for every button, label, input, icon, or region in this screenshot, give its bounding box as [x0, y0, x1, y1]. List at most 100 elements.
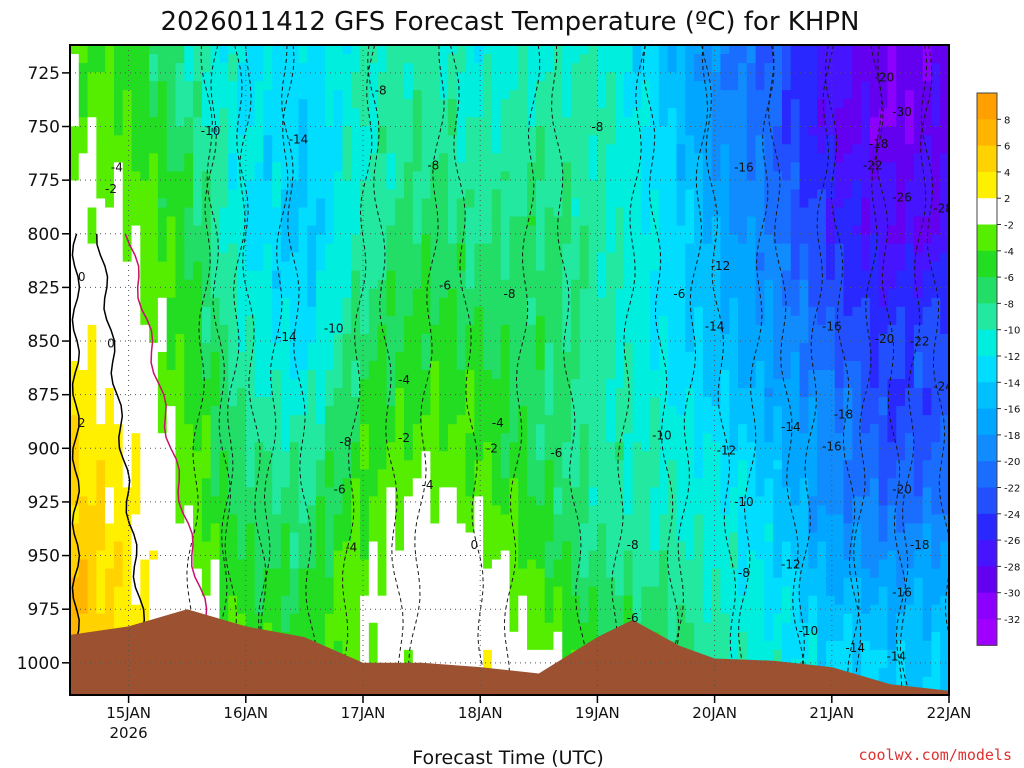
field-cell — [658, 198, 669, 209]
field-cell — [500, 532, 511, 543]
field-cell — [166, 360, 177, 371]
field-cell — [518, 622, 528, 633]
field-cell — [96, 315, 106, 326]
field-cell — [307, 162, 317, 172]
field-cell — [237, 171, 247, 182]
field-cell — [377, 370, 388, 380]
field-cell — [184, 288, 194, 299]
field-cell — [544, 631, 555, 642]
field-cell — [377, 640, 388, 651]
field-cell — [210, 324, 221, 335]
field-cell — [623, 514, 634, 525]
field-cell — [676, 288, 686, 299]
field-cell — [571, 622, 581, 633]
field-cell — [131, 397, 141, 407]
field-cell — [483, 171, 493, 182]
field-cell — [439, 487, 449, 497]
field-cell — [430, 442, 440, 452]
field-cell — [500, 586, 511, 597]
field-cell — [78, 279, 89, 290]
field-cell — [324, 622, 335, 633]
field-cell — [571, 568, 581, 579]
field-cell — [571, 496, 581, 507]
field-cell — [421, 333, 431, 344]
field-cell — [500, 442, 511, 452]
field-cell — [509, 243, 519, 254]
field-cell — [658, 514, 669, 525]
field-cell — [518, 397, 528, 407]
field-cell — [571, 153, 581, 163]
field-cell — [650, 207, 660, 218]
field-cell — [447, 252, 458, 263]
field-cell — [219, 153, 229, 163]
field-cell — [113, 243, 124, 254]
field-cell — [465, 99, 475, 109]
field-cell — [210, 424, 221, 434]
field-cell — [289, 81, 300, 91]
field-cell — [140, 351, 150, 362]
field-cell — [307, 424, 317, 434]
field-cell — [175, 505, 185, 516]
field-cell — [562, 315, 572, 326]
field-cell — [360, 297, 370, 308]
field-cell — [650, 189, 660, 200]
field-cell — [544, 469, 555, 479]
field-cell — [447, 613, 458, 624]
field-cell — [140, 153, 150, 163]
field-cell — [650, 586, 660, 597]
field-cell — [597, 162, 607, 172]
field-cell — [553, 360, 563, 371]
field-cell — [641, 270, 651, 281]
field-cell — [105, 45, 115, 55]
field-cell — [483, 388, 493, 398]
field-cell — [368, 153, 379, 163]
field-cell — [280, 514, 291, 525]
field-cell — [527, 90, 537, 100]
field-cell — [412, 496, 423, 507]
field-cell — [465, 207, 475, 218]
field-cell — [676, 45, 686, 55]
field-cell — [219, 351, 229, 362]
field-cell — [263, 613, 273, 624]
field-cell — [606, 171, 616, 182]
field-cell — [122, 162, 133, 172]
field-cell — [650, 433, 660, 443]
field-cell — [131, 216, 141, 227]
field-cell — [562, 415, 572, 425]
field-cell — [553, 424, 563, 434]
field-cell — [553, 153, 563, 163]
field-cell — [122, 550, 133, 561]
field-cell — [483, 487, 493, 497]
field-cell — [307, 568, 317, 579]
field-cell — [641, 225, 651, 236]
field-cell — [316, 306, 326, 317]
field-cell — [193, 135, 203, 145]
field-cell — [219, 568, 229, 579]
field-cell — [157, 99, 168, 109]
field-cell — [500, 270, 511, 281]
field-cell — [658, 568, 669, 579]
field-cell — [307, 541, 317, 552]
field-cell — [131, 351, 141, 362]
field-cell — [553, 81, 563, 91]
field-cell — [527, 604, 537, 615]
field-cell — [465, 640, 475, 651]
field-cell — [360, 216, 370, 227]
field-cell — [201, 496, 212, 507]
field-cell — [571, 288, 581, 299]
field-cell — [368, 559, 379, 570]
field-cell — [157, 117, 168, 127]
field-cell — [122, 360, 133, 371]
field-cell — [641, 99, 651, 109]
field-cell — [228, 117, 238, 127]
field-cell — [113, 135, 124, 145]
field-cell — [404, 261, 414, 272]
field-cell — [289, 397, 300, 407]
field-cell — [96, 99, 106, 109]
field-cell — [377, 360, 388, 371]
field-cell — [157, 478, 168, 488]
field-cell — [122, 270, 133, 281]
field-cell — [342, 568, 352, 579]
field-cell — [614, 261, 625, 272]
field-cell — [316, 45, 326, 55]
